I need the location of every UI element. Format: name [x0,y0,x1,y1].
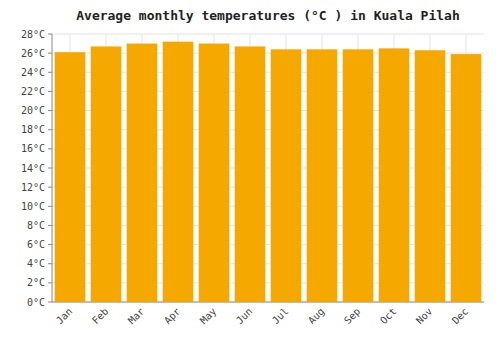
y-tick [48,263,52,264]
chart-svg: Average monthly temperatures (°C ) in Ku… [0,0,500,350]
y-tick [48,110,52,111]
y-tick-label: 4°C [27,258,45,269]
bars [55,42,482,302]
y-tick-label: 12°C [21,182,45,193]
bar [343,49,374,302]
bar [127,44,158,302]
bar [235,46,266,302]
x-tick-label: Feb [90,306,111,327]
y-tick [48,34,52,35]
bar [91,46,122,302]
y-tick-label: 16°C [21,143,45,154]
x-tick-label: Aug [306,306,327,327]
bar [55,52,86,302]
y-tick-label: 2°C [27,277,45,288]
y-tick-label: 26°C [21,48,45,59]
x-tick-label: Dec [450,306,471,327]
bar [451,54,482,302]
y-tick-label: 22°C [21,86,45,97]
y-tick [48,91,52,92]
y-axis: 0°C 2°C 4°C 6°C 8°C 10°C 12°C 14°C 16°C 18°C 20°C 2… [21,29,52,308]
bar [415,50,446,302]
bar [163,42,194,302]
y-axis-line [52,34,53,302]
y-tick [48,168,52,169]
y-tick-label: 18°C [21,124,45,135]
y-tick [48,302,52,303]
y-tick-label: 0°C [27,297,45,308]
y-tick [48,206,52,207]
x-tick-label: Jan [54,306,75,327]
chart-container: Average monthly temperatures (°C ) in Ku… [0,0,500,350]
y-tick [48,72,52,73]
y-tick [48,282,52,283]
x-tick-label: Jun [234,306,255,327]
y-tick-label: 8°C [27,220,45,231]
y-tick [48,148,52,149]
x-tick-label: Apr [162,306,183,327]
grid [52,34,484,302]
y-tick [48,53,52,54]
y-tick-label: 24°C [21,67,45,78]
y-tick [48,187,52,188]
y-tick-label: 20°C [21,105,45,116]
bar [199,44,230,302]
x-tick-label: Jul [270,306,291,327]
y-tick [48,244,52,245]
y-tick-label: 6°C [27,239,45,250]
bar [379,48,410,302]
y-tick-label: 28°C [21,29,45,40]
title: Average monthly temperatures (°C ) in Ku… [76,8,460,23]
y-tick [48,225,52,226]
bar [307,49,338,302]
x-tick-label: Nov [414,306,435,327]
x-tick-label: May [198,306,219,327]
x-axis: Jan Feb Mar Apr May Jun Jul Aug Sep Oct Nov Dec [52,302,484,326]
y-tick [48,129,52,130]
x-tick-label: Mar [126,306,147,327]
x-tick-label: Oct [378,306,399,327]
x-tick-label: Sep [342,306,363,327]
y-tick-label: 14°C [21,163,45,174]
y-tick-label: 10°C [21,201,45,212]
grid-line-y [52,34,484,35]
bar [271,49,302,302]
